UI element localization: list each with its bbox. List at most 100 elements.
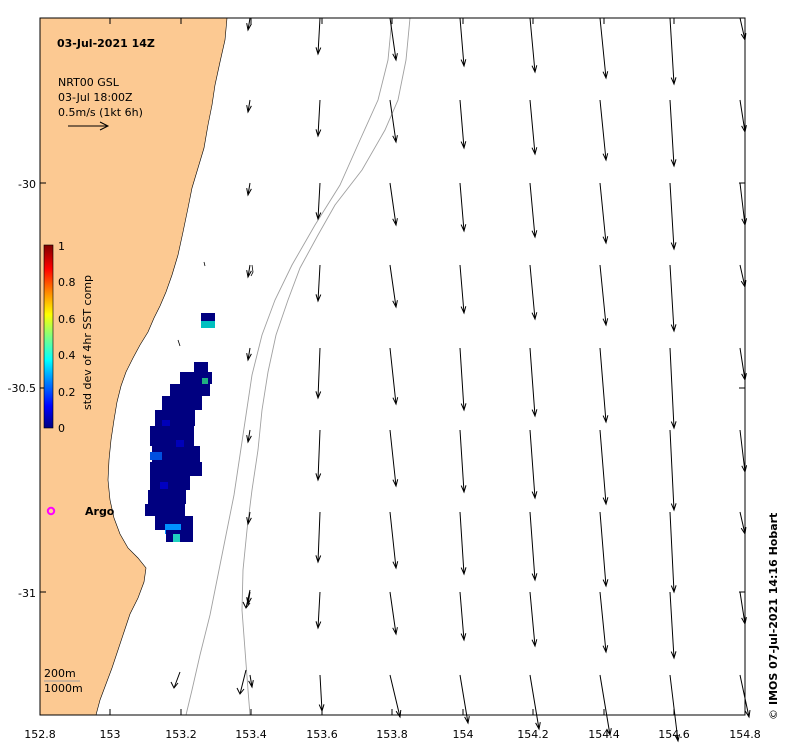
current-vector-arrow [599,182,609,245]
depth-legend-200m: 200m [44,667,76,680]
current-vector-arrow [669,429,677,512]
current-vector-arrow [669,591,677,660]
argo-float-icon [46,506,56,516]
copyright-icon: © [767,709,780,720]
current-vector-arrow [389,264,398,309]
y-tick-label: -30 [18,178,36,191]
current-vector-arrow [246,511,252,526]
current-vector-arrow [389,429,399,488]
current-vector-arrow [246,17,252,32]
current-vector-arrow [315,17,322,56]
current-vector-arrow [389,511,399,570]
current-vector-arrow [599,429,609,506]
current-vector-arrow [459,429,467,494]
depth-legend: 200m 1000m [44,667,83,695]
current-vector-arrow [669,17,677,86]
current-vector-arrow [599,591,609,654]
x-tick-label: 154 [453,728,474,741]
current-vector-arrow [669,511,677,594]
current-vector-arrow [599,347,609,424]
land-mass [39,17,228,716]
colorbar-tick: 1 [58,240,65,253]
x-tick-label: 153.4 [235,728,267,741]
y-tick-label: -31 [18,587,36,600]
depth-legend-1000m: 1000m [44,682,83,695]
current-vector-arrow [529,591,538,648]
colorbar-tick: 0.2 [58,386,76,399]
current-vector-arrow [529,674,541,731]
vector-legend-time: 03-Jul 18:00Z [58,91,133,104]
current-vector-arrow [389,674,402,719]
current-vector-arrow [529,182,538,239]
y-axis-labels: -30 -30.5 -31 [8,178,36,600]
current-vectors [170,17,751,743]
current-vector-arrow [529,347,538,418]
colorbar-gradient [43,244,54,429]
current-vector-arrow [315,182,322,221]
sst-data-pixels [145,313,215,542]
current-vector-arrow [529,511,538,582]
contour-200m [185,17,393,716]
current-vector-arrow [389,17,398,62]
current-vector-arrow [459,347,467,412]
colorbar-label: std dev of 4hr SST comp [81,275,94,410]
credit-text: IMOS 07-Jul-2021 14:16 Hobart [767,513,780,705]
current-vector-arrow [529,99,538,156]
current-vector-arrow [669,674,681,743]
current-vector-arrow [246,264,252,279]
current-vector-arrow [315,264,322,303]
current-vector-arrow [529,17,538,74]
current-vector-arrow [242,589,251,609]
x-tick-label: 154.6 [658,728,690,741]
current-vector-arrow [236,669,247,695]
axis-ticks [39,18,746,715]
current-vector-arrow [599,264,609,327]
argo-label: Argo [85,505,115,518]
current-vector-arrow [248,674,254,689]
map-title: 03-Jul-2021 14Z [57,37,155,50]
current-vector-arrow [529,429,538,500]
current-vector-arrow [246,182,252,197]
coastline-dots [177,261,254,347]
x-tick-label: 152.8 [24,728,56,741]
argo-marker: Argo [46,505,115,518]
current-vector-arrow [669,347,677,430]
current-vector-arrow [459,591,467,642]
current-vector-arrow [599,511,609,588]
vector-legend-source: NRT00 GSL [58,76,120,89]
current-vector-arrow [599,99,609,162]
current-vector-arrow [315,429,322,482]
current-vector-arrow [246,591,252,606]
current-vector-arrow [246,347,252,362]
current-vector-arrow [669,264,677,333]
vector-legend: NRT00 GSL 03-Jul 18:00Z 0.5m/s (1kt 6h) [58,76,143,131]
colorbar-tick: 0.6 [58,313,76,326]
colorbar-tick: 0.8 [58,276,76,289]
x-tick-label: 153.8 [376,728,408,741]
x-tick-label: 153 [100,728,121,741]
current-vector-arrow [389,99,398,144]
current-vector-arrow [669,99,677,168]
current-vector-arrow [599,674,612,737]
current-vector-arrow [459,99,467,150]
current-vector-arrow [315,347,322,400]
x-tick-label: 154.4 [588,728,620,741]
current-vector-arrow [315,99,322,138]
current-vector-arrow [669,182,677,251]
current-vector-arrow [389,591,398,636]
current-vector-arrow [459,511,467,576]
current-vector-arrow [389,182,398,227]
x-tick-label: 154.8 [729,728,761,741]
current-vector-arrow [459,17,467,68]
current-vector-arrow [599,17,609,80]
y-tick-label: -30.5 [8,382,36,395]
x-axis-labels: 152.8 153 153.2 153.4 153.6 153.8 154 15… [24,728,761,741]
x-tick-label: 154.2 [517,728,549,741]
current-vector-arrow [389,347,399,406]
current-vector-arrow [315,591,322,630]
current-vector-arrow [315,511,322,564]
current-vector-arrow [529,264,538,321]
scale-arrow-icon [68,121,110,131]
x-tick-label: 153.2 [165,728,197,741]
